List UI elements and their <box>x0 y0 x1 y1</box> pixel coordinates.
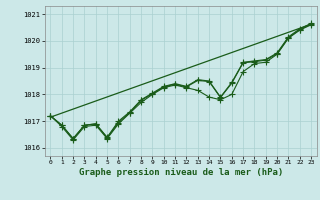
X-axis label: Graphe pression niveau de la mer (hPa): Graphe pression niveau de la mer (hPa) <box>79 168 283 177</box>
